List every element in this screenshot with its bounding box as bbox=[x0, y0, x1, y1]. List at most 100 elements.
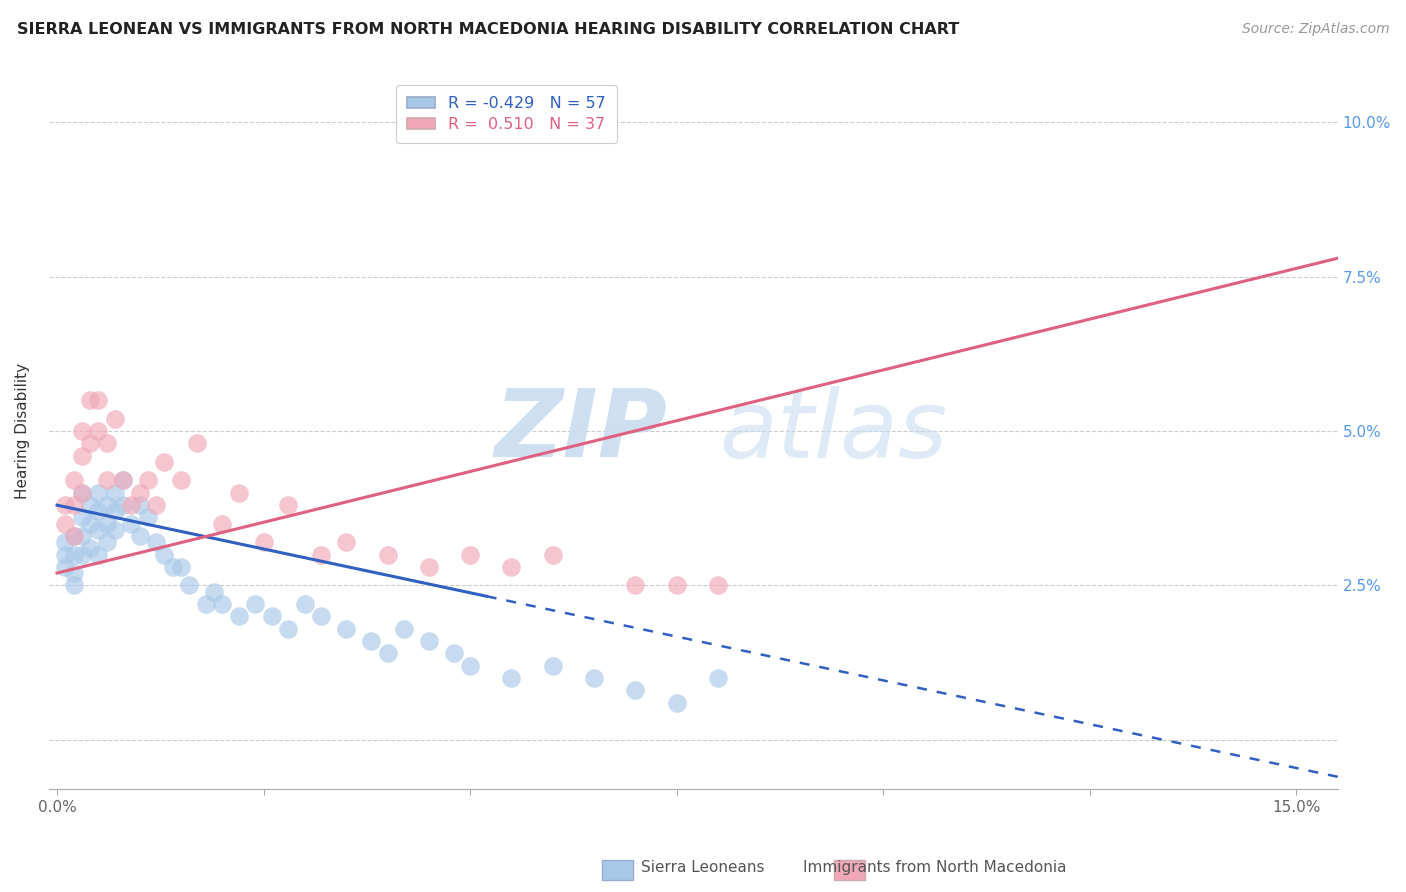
Point bbox=[335, 535, 357, 549]
Point bbox=[87, 485, 110, 500]
Text: Source: ZipAtlas.com: Source: ZipAtlas.com bbox=[1241, 22, 1389, 37]
Text: SIERRA LEONEAN VS IMMIGRANTS FROM NORTH MACEDONIA HEARING DISABILITY CORRELATION: SIERRA LEONEAN VS IMMIGRANTS FROM NORTH … bbox=[17, 22, 959, 37]
Point bbox=[311, 609, 333, 624]
Point bbox=[70, 529, 93, 543]
Point bbox=[392, 622, 415, 636]
Point bbox=[211, 597, 233, 611]
Point bbox=[87, 548, 110, 562]
Point bbox=[128, 485, 150, 500]
Point bbox=[96, 516, 118, 531]
Text: ZIP: ZIP bbox=[495, 385, 668, 477]
Point bbox=[294, 597, 316, 611]
Point bbox=[70, 424, 93, 438]
Point bbox=[377, 646, 399, 660]
Text: Immigrants from North Macedonia: Immigrants from North Macedonia bbox=[803, 860, 1067, 874]
Point bbox=[104, 504, 127, 518]
Point bbox=[624, 683, 647, 698]
Point bbox=[707, 578, 730, 592]
Point bbox=[79, 541, 101, 556]
Point bbox=[79, 498, 101, 512]
Point bbox=[70, 485, 93, 500]
Text: atlas: atlas bbox=[718, 385, 948, 476]
Point bbox=[62, 529, 84, 543]
Point bbox=[245, 597, 267, 611]
Point bbox=[665, 696, 688, 710]
Point bbox=[62, 529, 84, 543]
Point bbox=[128, 529, 150, 543]
Text: Sierra Leoneans: Sierra Leoneans bbox=[641, 860, 765, 874]
Point bbox=[62, 498, 84, 512]
Point bbox=[186, 436, 208, 450]
Point bbox=[541, 548, 564, 562]
Point bbox=[104, 485, 127, 500]
Point bbox=[53, 498, 76, 512]
Point bbox=[624, 578, 647, 592]
Point bbox=[311, 548, 333, 562]
Point bbox=[120, 498, 142, 512]
Point bbox=[112, 498, 135, 512]
Point bbox=[87, 504, 110, 518]
Point bbox=[79, 393, 101, 408]
Point bbox=[418, 560, 440, 574]
Point bbox=[202, 584, 225, 599]
Point bbox=[53, 548, 76, 562]
Point bbox=[665, 578, 688, 592]
Point bbox=[70, 548, 93, 562]
Point bbox=[96, 498, 118, 512]
Point bbox=[228, 609, 250, 624]
Point bbox=[335, 622, 357, 636]
Point bbox=[194, 597, 217, 611]
Point bbox=[418, 634, 440, 648]
Point bbox=[120, 516, 142, 531]
Point bbox=[96, 535, 118, 549]
Point bbox=[153, 455, 176, 469]
Point bbox=[128, 498, 150, 512]
Point bbox=[70, 449, 93, 463]
Point bbox=[136, 510, 159, 524]
Point bbox=[360, 634, 382, 648]
Point bbox=[104, 411, 127, 425]
Y-axis label: Hearing Disability: Hearing Disability bbox=[15, 363, 30, 500]
Point bbox=[62, 474, 84, 488]
Point bbox=[277, 622, 299, 636]
Point bbox=[162, 560, 184, 574]
Point bbox=[96, 436, 118, 450]
Point bbox=[170, 560, 193, 574]
Point bbox=[87, 523, 110, 537]
Point bbox=[145, 535, 167, 549]
Point bbox=[136, 474, 159, 488]
Point bbox=[62, 566, 84, 580]
Point bbox=[79, 436, 101, 450]
Point bbox=[70, 485, 93, 500]
Point bbox=[87, 424, 110, 438]
Point bbox=[277, 498, 299, 512]
Point bbox=[707, 671, 730, 685]
Point bbox=[377, 548, 399, 562]
Point bbox=[112, 474, 135, 488]
Point bbox=[104, 523, 127, 537]
Point bbox=[53, 560, 76, 574]
Point bbox=[87, 393, 110, 408]
Point bbox=[112, 474, 135, 488]
Point bbox=[541, 658, 564, 673]
Point bbox=[211, 516, 233, 531]
Point bbox=[260, 609, 283, 624]
Point bbox=[583, 671, 606, 685]
Point bbox=[443, 646, 465, 660]
Point bbox=[458, 658, 481, 673]
Point bbox=[501, 560, 523, 574]
Point bbox=[53, 516, 76, 531]
Point bbox=[79, 516, 101, 531]
Legend: R = -0.429   N = 57, R =  0.510   N = 37: R = -0.429 N = 57, R = 0.510 N = 37 bbox=[395, 85, 617, 144]
Point bbox=[170, 474, 193, 488]
Point bbox=[501, 671, 523, 685]
Point bbox=[252, 535, 274, 549]
Point bbox=[53, 535, 76, 549]
Point bbox=[228, 485, 250, 500]
Point bbox=[458, 548, 481, 562]
Point bbox=[179, 578, 201, 592]
Point bbox=[62, 548, 84, 562]
Point bbox=[145, 498, 167, 512]
Point bbox=[153, 548, 176, 562]
Point bbox=[96, 474, 118, 488]
